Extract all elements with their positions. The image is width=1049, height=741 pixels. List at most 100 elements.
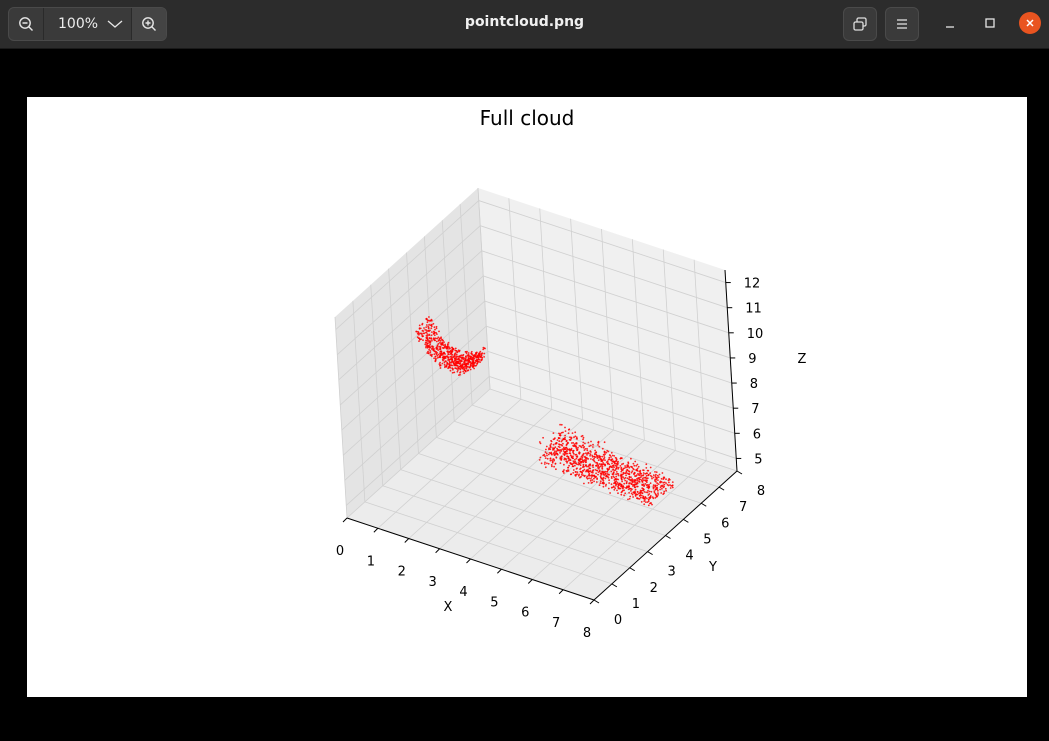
data-point <box>615 475 618 478</box>
data-point <box>470 356 472 358</box>
data-point <box>659 486 662 489</box>
data-point <box>643 503 646 506</box>
data-point <box>636 481 639 483</box>
data-point <box>439 361 441 364</box>
data-point <box>463 361 466 364</box>
data-point <box>628 475 631 478</box>
data-point <box>633 472 636 475</box>
data-point <box>582 446 585 449</box>
data-point <box>632 491 635 494</box>
data-point <box>649 482 652 485</box>
data-point <box>647 474 650 476</box>
data-point <box>559 462 562 464</box>
data-point <box>645 474 648 477</box>
data-point <box>444 353 446 355</box>
grid-line-z <box>339 275 484 406</box>
data-point <box>610 477 613 479</box>
data-point <box>554 446 557 449</box>
fullscreen-button[interactable] <box>843 7 877 41</box>
data-point <box>588 477 590 480</box>
data-point <box>646 491 649 494</box>
data-point <box>593 475 596 478</box>
data-point <box>585 476 588 479</box>
data-point <box>564 457 567 460</box>
data-point <box>596 478 598 480</box>
data-point <box>554 442 557 445</box>
z-axis-line <box>724 269 738 472</box>
data-point <box>425 346 427 349</box>
data-point <box>571 432 574 434</box>
chevron-down-icon <box>107 20 123 28</box>
data-point <box>633 484 636 487</box>
y-tick <box>629 567 636 572</box>
data-point <box>598 467 600 470</box>
data-point <box>470 350 473 353</box>
main-menu-button[interactable] <box>885 7 919 41</box>
data-point <box>538 459 541 461</box>
data-point <box>575 471 577 473</box>
data-point <box>437 336 440 339</box>
data-point <box>425 345 427 348</box>
data-point <box>439 364 441 367</box>
maximize-button[interactable] <box>979 12 1001 34</box>
data-point <box>449 347 451 350</box>
y-tick-label: 7 <box>739 500 747 515</box>
y-tick <box>665 535 671 539</box>
data-point <box>620 475 623 478</box>
data-point <box>419 327 422 330</box>
close-button[interactable] <box>1019 12 1041 34</box>
data-point <box>601 470 603 473</box>
data-point <box>473 367 475 370</box>
data-point <box>426 321 429 324</box>
data-point <box>426 336 429 339</box>
data-point <box>595 461 597 464</box>
y-tick <box>593 599 600 604</box>
data-point <box>460 359 462 362</box>
data-point <box>616 472 619 475</box>
data-point <box>611 473 614 475</box>
data-point <box>625 466 627 469</box>
data-point <box>603 451 606 454</box>
data-point <box>615 460 617 463</box>
data-point <box>647 504 650 507</box>
data-point <box>571 465 574 467</box>
data-point <box>549 459 552 462</box>
data-point <box>625 474 627 477</box>
data-point <box>582 463 585 466</box>
data-point <box>617 468 619 470</box>
data-point <box>545 452 548 455</box>
data-point <box>469 361 472 364</box>
grid-line-z <box>484 300 732 384</box>
data-point <box>429 340 432 343</box>
data-point <box>618 483 621 485</box>
data-point <box>476 354 479 357</box>
data-point <box>455 361 457 364</box>
data-point <box>565 446 568 449</box>
zoom-in-button[interactable] <box>131 8 166 40</box>
data-point <box>611 460 614 463</box>
data-point <box>435 325 438 328</box>
data-point <box>593 453 596 456</box>
data-point <box>615 484 617 487</box>
data-point <box>569 459 572 462</box>
data-point <box>560 458 563 461</box>
data-point <box>469 363 472 366</box>
data-point <box>434 328 436 331</box>
data-point <box>426 342 429 345</box>
data-point <box>418 324 421 327</box>
data-point <box>451 353 454 356</box>
data-point <box>445 364 448 367</box>
data-point <box>438 363 441 365</box>
data-point <box>650 490 653 493</box>
zoom-out-button[interactable] <box>9 8 44 40</box>
minimize-button[interactable] <box>939 12 961 34</box>
data-point <box>563 447 565 450</box>
data-point <box>552 443 555 446</box>
data-point <box>461 364 464 367</box>
data-point <box>649 466 652 469</box>
data-point <box>617 462 619 465</box>
z-tick-label: 6 <box>753 427 761 442</box>
zoom-level-dropdown[interactable]: 100% <box>44 8 131 40</box>
data-point <box>483 352 486 355</box>
data-point <box>426 352 429 354</box>
